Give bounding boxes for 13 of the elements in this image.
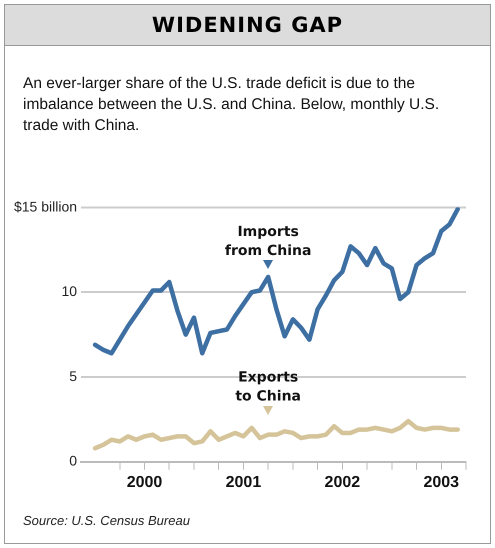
x-tick-label: 2003 <box>423 474 460 491</box>
source-note: Source: U.S. Census Bureau <box>23 513 190 528</box>
y-tick-label: $15 billion <box>14 198 78 214</box>
y-tick-label: 10 <box>61 283 78 300</box>
x-tick-label: 2002 <box>324 474 360 491</box>
chart-subtitle: An ever-larger share of the U.S. trade deficit is due to the imbalance between the U.S. and China. Below, monthly U.S. trade with China. <box>23 74 440 136</box>
x-tick-label: 2001 <box>226 474 262 491</box>
x-tick-label: 2000 <box>126 474 162 491</box>
annotation: Exports to China <box>235 370 301 405</box>
y-tick-label: 5 <box>69 368 78 384</box>
annotation: Imports from China <box>224 224 312 259</box>
y-tick-label: 0 <box>69 452 78 469</box>
chart-title: WIDENING GAP <box>5 5 490 46</box>
